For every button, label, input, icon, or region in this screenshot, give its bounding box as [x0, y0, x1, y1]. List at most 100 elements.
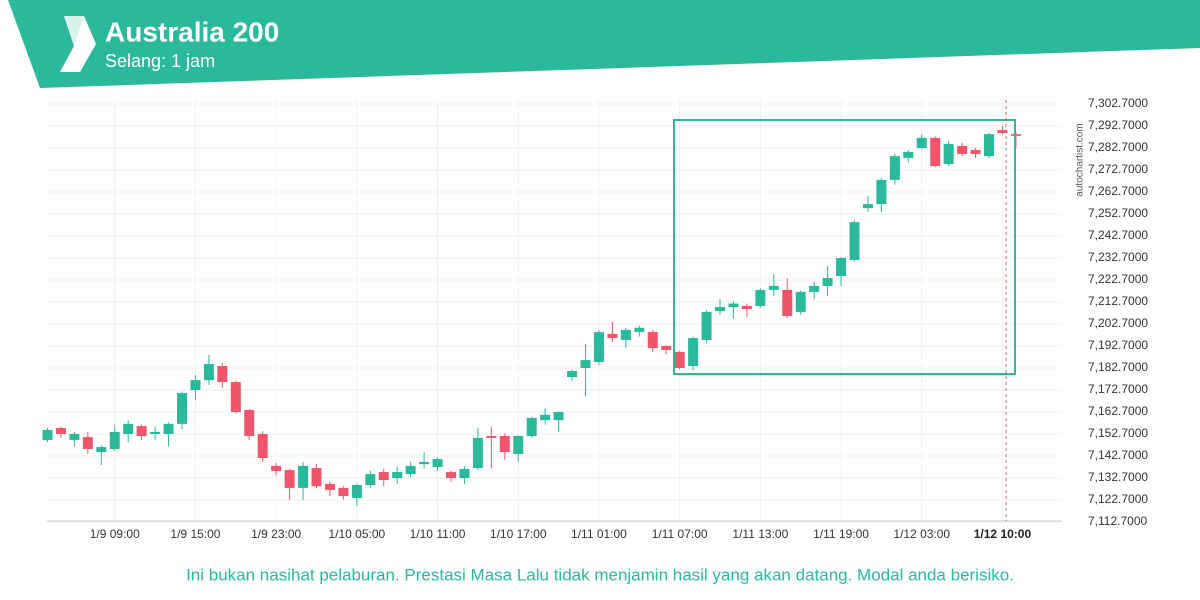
- y-tick-label: 7,152.7000: [1088, 426, 1148, 440]
- candle-body: [970, 149, 981, 154]
- candle-body: [984, 134, 994, 157]
- candle-body: [311, 468, 322, 487]
- candle-body: [553, 412, 564, 421]
- candle-body: [298, 465, 309, 488]
- candle-body: [540, 414, 551, 421]
- candle-body: [351, 485, 362, 499]
- candle-body: [55, 428, 66, 434]
- y-tick-label: 7,192.7000: [1088, 338, 1148, 352]
- candle-body: [472, 437, 483, 469]
- candle-body: [768, 285, 779, 290]
- chart-title: Australia 200: [105, 16, 279, 47]
- candle-body: [741, 305, 752, 310]
- candles: [42, 126, 1021, 506]
- candle-body: [620, 329, 631, 341]
- candle-body: [943, 144, 954, 165]
- x-tick-label: 1/9 23:00: [251, 527, 301, 541]
- candle-body: [365, 474, 376, 486]
- candle-body: [338, 487, 349, 497]
- candle-body: [849, 222, 860, 260]
- watermark: autochartist.com: [1075, 123, 1086, 196]
- candle-body: [647, 331, 658, 348]
- y-tick-label: 7,112.7000: [1088, 514, 1147, 528]
- candle-body: [82, 437, 93, 449]
- x-tick-label: 1/11 01:00: [571, 527, 627, 541]
- candle-body: [96, 446, 107, 453]
- y-tick-label: 7,182.7000: [1088, 360, 1148, 374]
- y-tick-label: 7,222.7000: [1088, 272, 1148, 286]
- candle-body: [446, 472, 456, 478]
- candle-body: [109, 432, 120, 449]
- candle-body: [392, 472, 403, 478]
- candle-body: [150, 432, 161, 434]
- candle-body: [836, 258, 847, 277]
- candle-body: [459, 468, 470, 478]
- y-tick-label: 7,242.7000: [1088, 228, 1148, 242]
- candle-body: [513, 435, 524, 455]
- x-tick-label: 1/12 03:00: [893, 527, 950, 541]
- candle-body: [795, 291, 806, 312]
- candle-body: [123, 423, 134, 434]
- x-tick-label: 1/9 15:00: [170, 527, 220, 541]
- candle-body: [728, 303, 739, 308]
- candle-body: [930, 137, 941, 167]
- y-tick-label: 7,202.7000: [1088, 316, 1148, 330]
- candle-body: [163, 423, 174, 434]
- candle-body: [419, 461, 430, 465]
- header-band: [8, 0, 1200, 88]
- candle-body: [499, 435, 510, 453]
- y-tick-label: 7,122.7000: [1088, 492, 1148, 506]
- candle-body: [822, 278, 833, 286]
- y-tick-label: 7,272.7000: [1088, 162, 1148, 176]
- y-tick-label: 7,282.7000: [1088, 140, 1148, 154]
- candle-body: [701, 311, 712, 341]
- candle-body: [324, 483, 335, 490]
- candle-body: [378, 472, 389, 480]
- logo-shade: [64, 16, 84, 46]
- y-tick-label: 7,212.7000: [1088, 294, 1148, 308]
- candle-body: [674, 351, 685, 368]
- candle-body: [916, 137, 927, 148]
- candle-body: [580, 360, 591, 368]
- candle-body: [997, 129, 1008, 134]
- candle-body: [876, 179, 887, 205]
- candle-body: [136, 426, 147, 436]
- x-tick-label: 1/11 07:00: [652, 527, 708, 541]
- candle-body: [230, 382, 241, 412]
- pattern-box: [673, 119, 1016, 375]
- candle-body: [69, 434, 80, 440]
- candle-body: [661, 346, 672, 350]
- candle-body: [432, 459, 443, 467]
- candle-body: [203, 364, 214, 381]
- candle-body: [809, 285, 820, 292]
- x-tick-label: 1/11 19:00: [813, 527, 869, 541]
- y-tick-label: 7,262.7000: [1088, 184, 1148, 198]
- candle-body: [405, 465, 416, 475]
- candle-body: [688, 338, 699, 367]
- disclaimer: Ini bukan nasihat pelaburan. Prestasi Ma…: [186, 565, 1014, 584]
- y-tick-label: 7,142.7000: [1088, 448, 1148, 462]
- candle-body: [217, 366, 228, 383]
- candle-body: [889, 156, 900, 180]
- candle-body: [607, 333, 618, 339]
- x-tick-label: 1/10 05:00: [328, 527, 385, 541]
- candle-body: [190, 380, 201, 390]
- y-tick-label: 7,252.7000: [1088, 206, 1148, 220]
- candle-body: [782, 289, 793, 317]
- candle-body: [284, 470, 295, 488]
- candle-body: [526, 417, 537, 436]
- candle-body: [486, 435, 497, 438]
- candle-body: [271, 465, 282, 471]
- y-tick-label: 7,292.7000: [1088, 118, 1148, 132]
- x-tick-label: 1/10 17:00: [490, 527, 547, 541]
- candle-body: [903, 151, 914, 158]
- candle-body: [42, 430, 53, 440]
- candle-body: [244, 410, 255, 436]
- candle-body: [755, 289, 766, 306]
- candle-body: [567, 371, 578, 378]
- candle-body: [177, 393, 187, 424]
- y-tick-label: 7,232.7000: [1088, 250, 1148, 264]
- grid: [47, 100, 1062, 523]
